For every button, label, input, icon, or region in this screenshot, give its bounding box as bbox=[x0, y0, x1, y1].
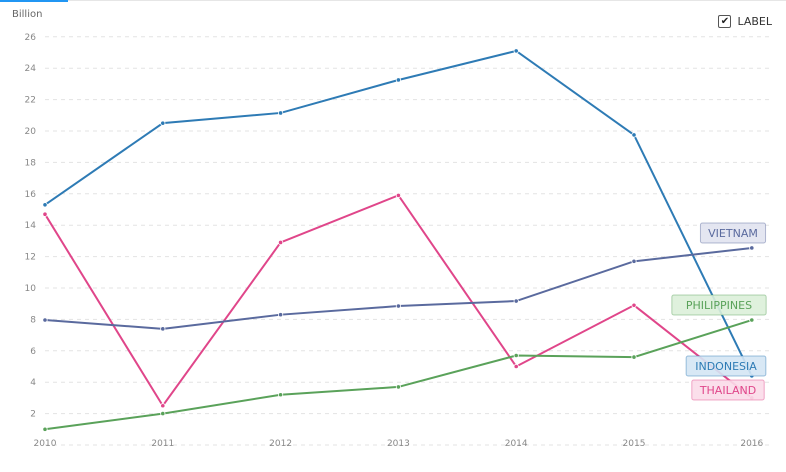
data-point bbox=[513, 48, 519, 54]
series-label: THAILAND bbox=[699, 384, 756, 397]
data-point bbox=[395, 303, 401, 309]
x-tick-label: 2015 bbox=[623, 439, 646, 449]
y-tick-label: 16 bbox=[25, 190, 37, 200]
y-tick-label: 2 bbox=[30, 410, 36, 420]
data-point bbox=[513, 298, 519, 304]
data-point bbox=[42, 211, 48, 217]
data-point bbox=[160, 120, 166, 126]
y-tick-label: 14 bbox=[25, 221, 37, 231]
x-tick-label: 2010 bbox=[34, 439, 57, 449]
series-line-thailand bbox=[44, 194, 753, 408]
x-tick-label: 2012 bbox=[269, 439, 292, 449]
series-label-box bbox=[685, 355, 767, 377]
divider bbox=[0, 0, 786, 1]
y-tick-label: 8 bbox=[30, 315, 36, 325]
data-point bbox=[42, 426, 48, 432]
data-point bbox=[160, 410, 166, 417]
y-tick-label: 24 bbox=[25, 64, 37, 74]
data-point bbox=[42, 202, 48, 208]
series-line-philippines bbox=[44, 319, 753, 431]
label-toggle-text: LABEL bbox=[737, 15, 772, 28]
y-tick-label: 12 bbox=[25, 253, 36, 263]
data-point bbox=[395, 77, 401, 83]
series-label: INDONESIA bbox=[695, 360, 757, 373]
data-point bbox=[395, 192, 401, 198]
data-point bbox=[631, 132, 637, 138]
data-point bbox=[631, 302, 637, 308]
data-point bbox=[749, 245, 755, 251]
y-tick-label: 26 bbox=[25, 33, 37, 43]
label-toggle[interactable]: ✔ LABEL bbox=[718, 15, 772, 28]
y-axis-label: Billion bbox=[12, 9, 43, 20]
data-point bbox=[513, 352, 519, 359]
data-point bbox=[395, 384, 401, 390]
data-point bbox=[749, 317, 755, 323]
x-tick-label: 2016 bbox=[740, 439, 763, 449]
data-point bbox=[160, 403, 166, 409]
y-tick-label: 22 bbox=[25, 96, 36, 106]
data-point bbox=[160, 326, 166, 332]
series-label-box bbox=[699, 222, 767, 244]
checkbox-checked-icon[interactable]: ✔ bbox=[718, 15, 732, 28]
x-tick-label: 2011 bbox=[151, 439, 174, 449]
data-point bbox=[513, 363, 519, 370]
x-tick-label: 2014 bbox=[505, 439, 528, 449]
data-point bbox=[277, 110, 284, 116]
active-tab-indicator bbox=[0, 0, 68, 2]
y-tick-label: 10 bbox=[25, 284, 37, 294]
y-tick-label: 6 bbox=[30, 347, 36, 357]
data-point bbox=[42, 317, 48, 323]
series-label: VIETNAM bbox=[708, 227, 758, 240]
data-point bbox=[277, 392, 284, 398]
series-label-box bbox=[671, 294, 767, 316]
y-tick-label: 4 bbox=[30, 378, 36, 388]
data-point bbox=[631, 354, 637, 360]
series-label: PHILIPPINES bbox=[686, 299, 752, 312]
data-point bbox=[277, 239, 284, 246]
data-point bbox=[277, 312, 284, 318]
y-tick-label: 20 bbox=[25, 127, 37, 137]
series-label-box bbox=[691, 379, 765, 401]
data-point bbox=[631, 258, 637, 264]
x-tick-label: 2013 bbox=[387, 439, 410, 449]
y-tick-label: 18 bbox=[25, 158, 37, 168]
